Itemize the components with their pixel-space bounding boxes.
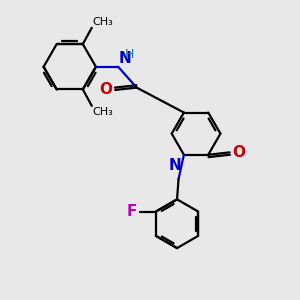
Text: O: O	[232, 145, 245, 160]
Text: F: F	[127, 204, 137, 219]
Text: CH₃: CH₃	[93, 17, 113, 27]
Text: N: N	[168, 158, 181, 173]
Text: CH₃: CH₃	[93, 107, 113, 117]
Text: O: O	[100, 82, 112, 98]
Text: N: N	[119, 51, 131, 66]
Text: H: H	[125, 48, 134, 62]
